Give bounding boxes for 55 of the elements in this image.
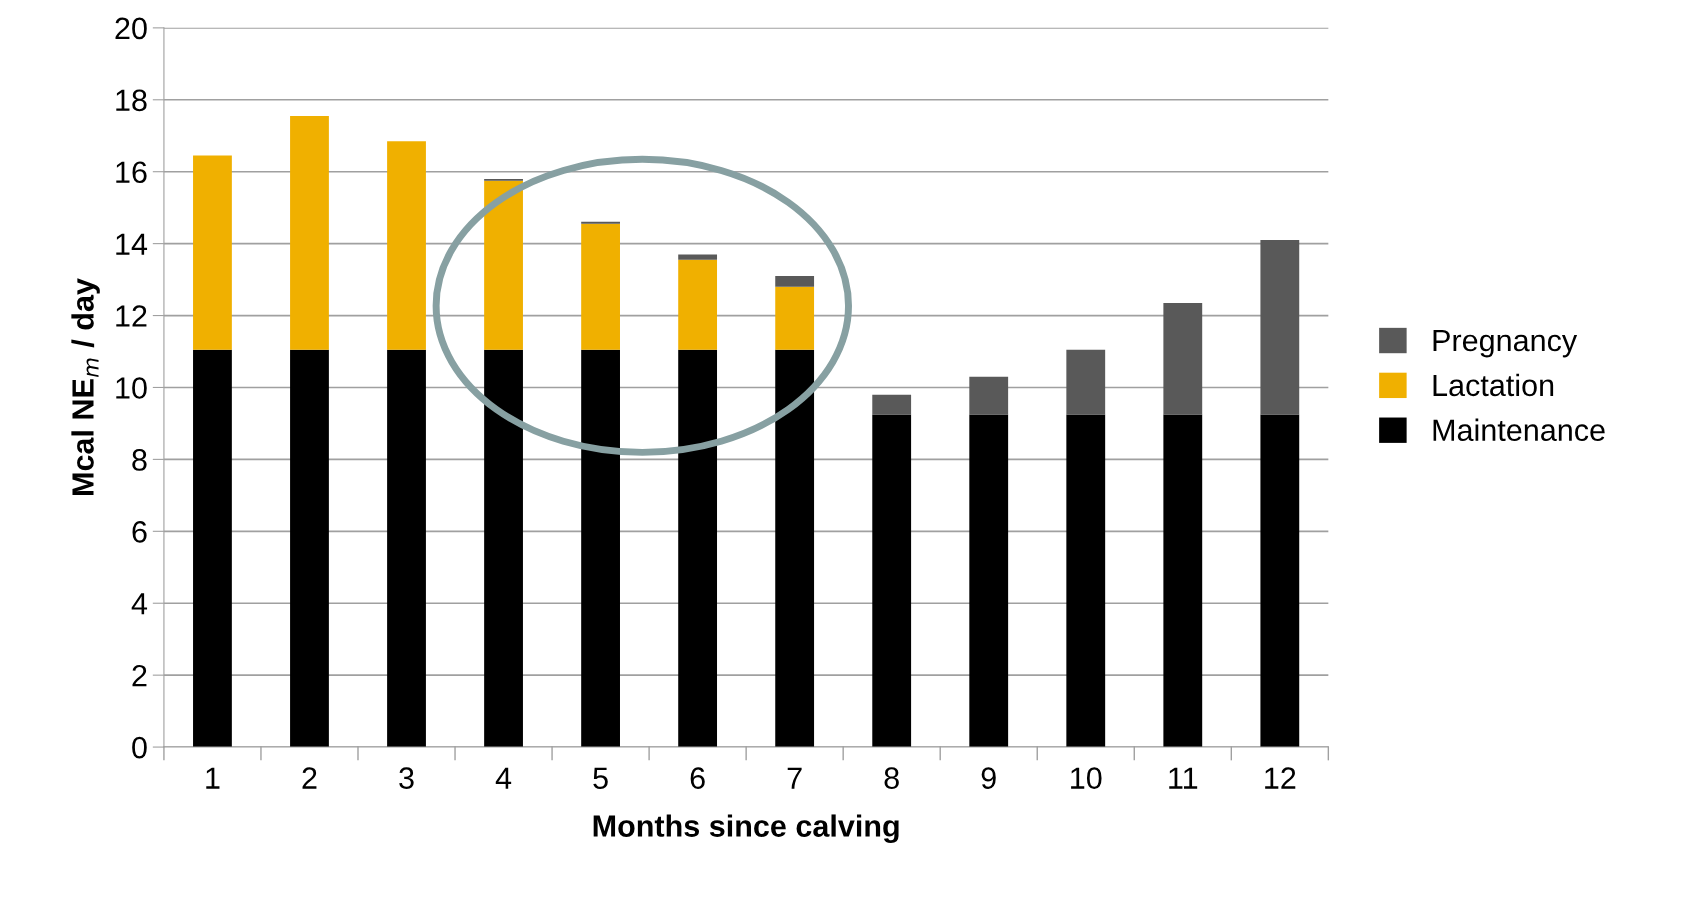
- x-tick-label: 8: [884, 767, 899, 789]
- bar: [484, 349, 523, 748]
- bar: [1163, 302, 1203, 415]
- y-tick-label: 4: [131, 593, 148, 615]
- x-tick-label: 11: [1169, 767, 1198, 789]
- bar: [387, 349, 426, 748]
- bar: [1066, 349, 1106, 415]
- bar: [290, 115, 329, 350]
- x-tick-label: 7: [787, 767, 802, 789]
- y-tick-label: 10: [116, 377, 147, 399]
- x-tick-label: 3: [399, 767, 414, 789]
- x-axis-title: Months since calving: [593, 814, 899, 844]
- bar: [872, 394, 912, 415]
- bar: [969, 414, 1009, 748]
- y-tick-label: 8: [132, 449, 147, 471]
- y-tick-label: 14: [116, 233, 148, 255]
- x-tick-label: 10: [1071, 767, 1102, 789]
- bar: [775, 286, 815, 350]
- bar: [1260, 240, 1300, 415]
- y-axis-title: Mcal NE$_{m}$ / day: [71, 278, 100, 495]
- bar: [678, 254, 718, 260]
- y-tick-label: 20: [115, 17, 147, 40]
- bar: [1260, 414, 1300, 748]
- bar: [1066, 414, 1106, 748]
- y-tick-label: 0: [132, 736, 147, 759]
- bar: [290, 349, 329, 748]
- x-tick-label: 9: [981, 767, 996, 789]
- bar: [678, 349, 718, 748]
- bar: [872, 414, 912, 748]
- y-tick-label: 12: [116, 305, 147, 327]
- y-tick-label: 18: [116, 89, 147, 112]
- x-tick-label: 4: [495, 767, 512, 789]
- bar: [387, 141, 426, 350]
- x-tick-label: 5: [593, 767, 608, 789]
- bar: [581, 221, 620, 224]
- x-tick-label: 1: [206, 767, 220, 789]
- bar: [1163, 414, 1203, 748]
- y-tick-label: 2: [132, 664, 147, 687]
- bar: [484, 180, 523, 350]
- y-tick-label: 6: [132, 521, 147, 543]
- legend-label: Lactation: [1433, 373, 1554, 397]
- bar: [775, 275, 815, 287]
- bar: [581, 223, 620, 350]
- bar: [193, 349, 232, 748]
- x-tick-label: 6: [690, 767, 705, 789]
- x-tick-label: 2: [302, 767, 317, 789]
- bar: [581, 349, 620, 748]
- bar: [678, 259, 718, 350]
- y-tick-label: 16: [116, 161, 147, 184]
- legend-label: Maintenance: [1433, 418, 1605, 442]
- bar: [969, 376, 1009, 415]
- bar: [775, 349, 815, 748]
- legend-label: Pregnancy: [1433, 330, 1578, 358]
- bar: [193, 155, 232, 350]
- x-tick-label: 12: [1265, 767, 1296, 789]
